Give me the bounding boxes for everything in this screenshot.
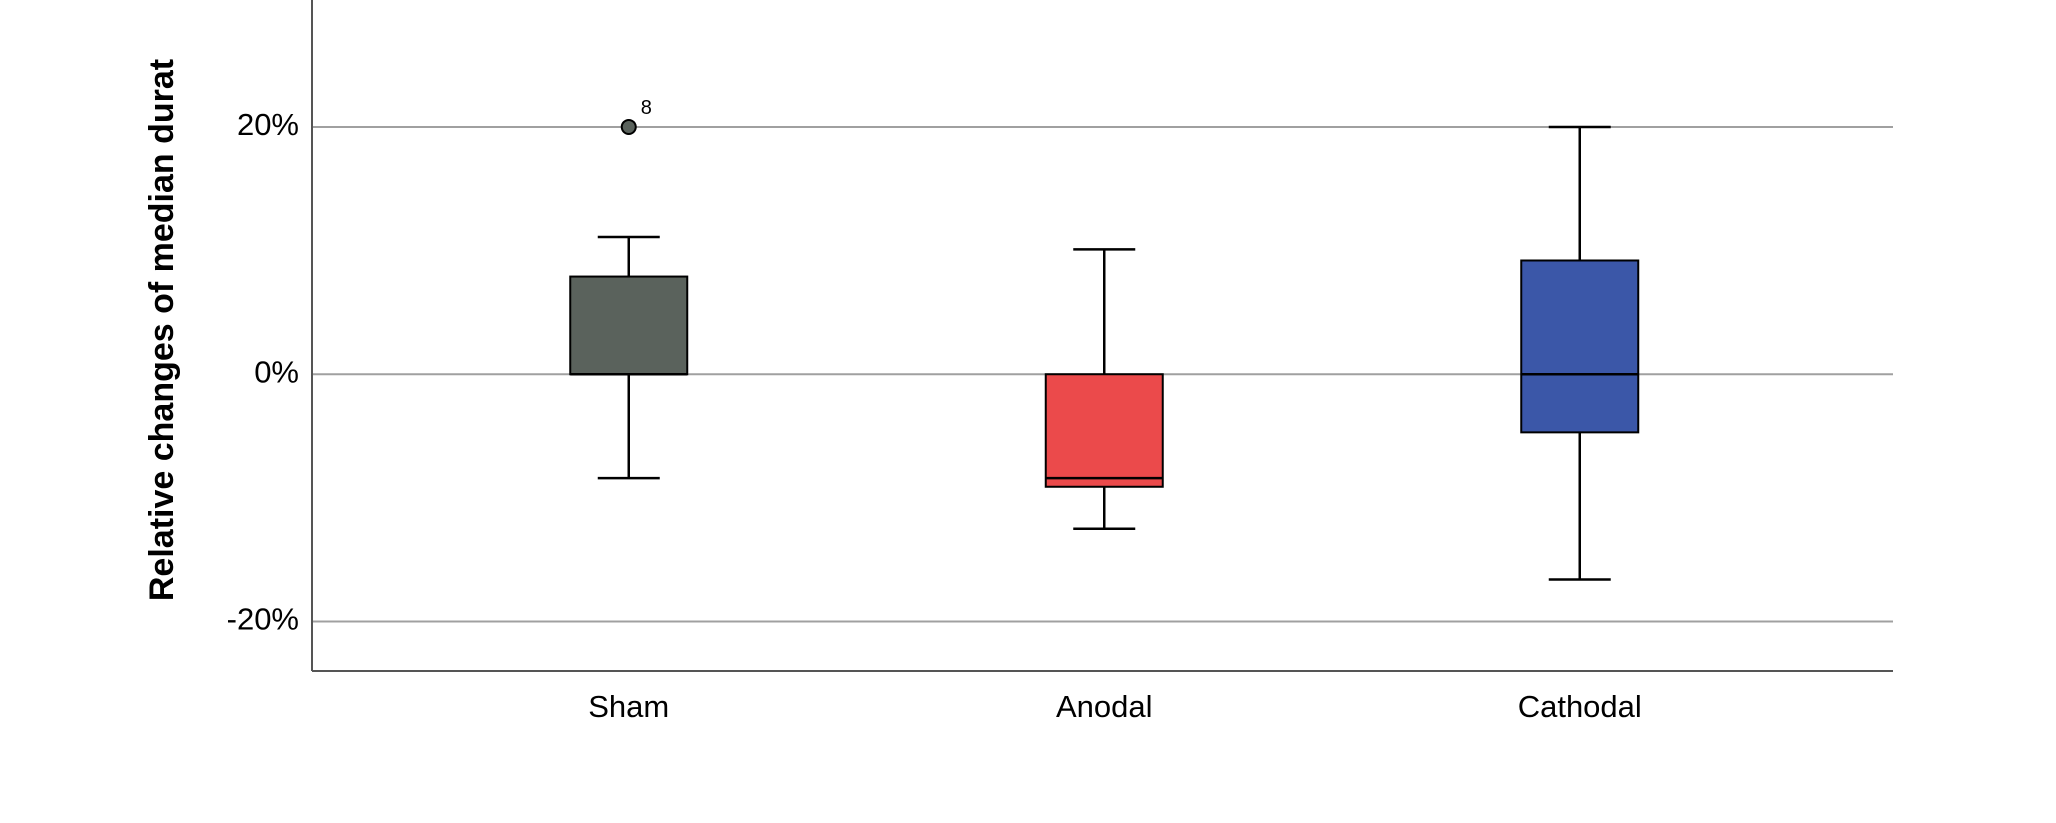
y-tick-label: 20% <box>237 107 299 142</box>
x-tick-label: Sham <box>588 689 669 724</box>
box <box>569 275 689 376</box>
outlier-label: 8 <box>641 97 652 119</box>
y-tick-label: 0% <box>254 354 299 389</box>
box <box>1520 259 1640 434</box>
box <box>1044 373 1164 488</box>
outlier <box>620 118 637 135</box>
y-axis-title: Relative changes of median durat <box>143 59 181 601</box>
x-tick-label: Anodal <box>1056 689 1153 724</box>
x-tick-label: Cathodal <box>1518 689 1642 724</box>
y-tick-label: -20% <box>227 602 299 637</box>
